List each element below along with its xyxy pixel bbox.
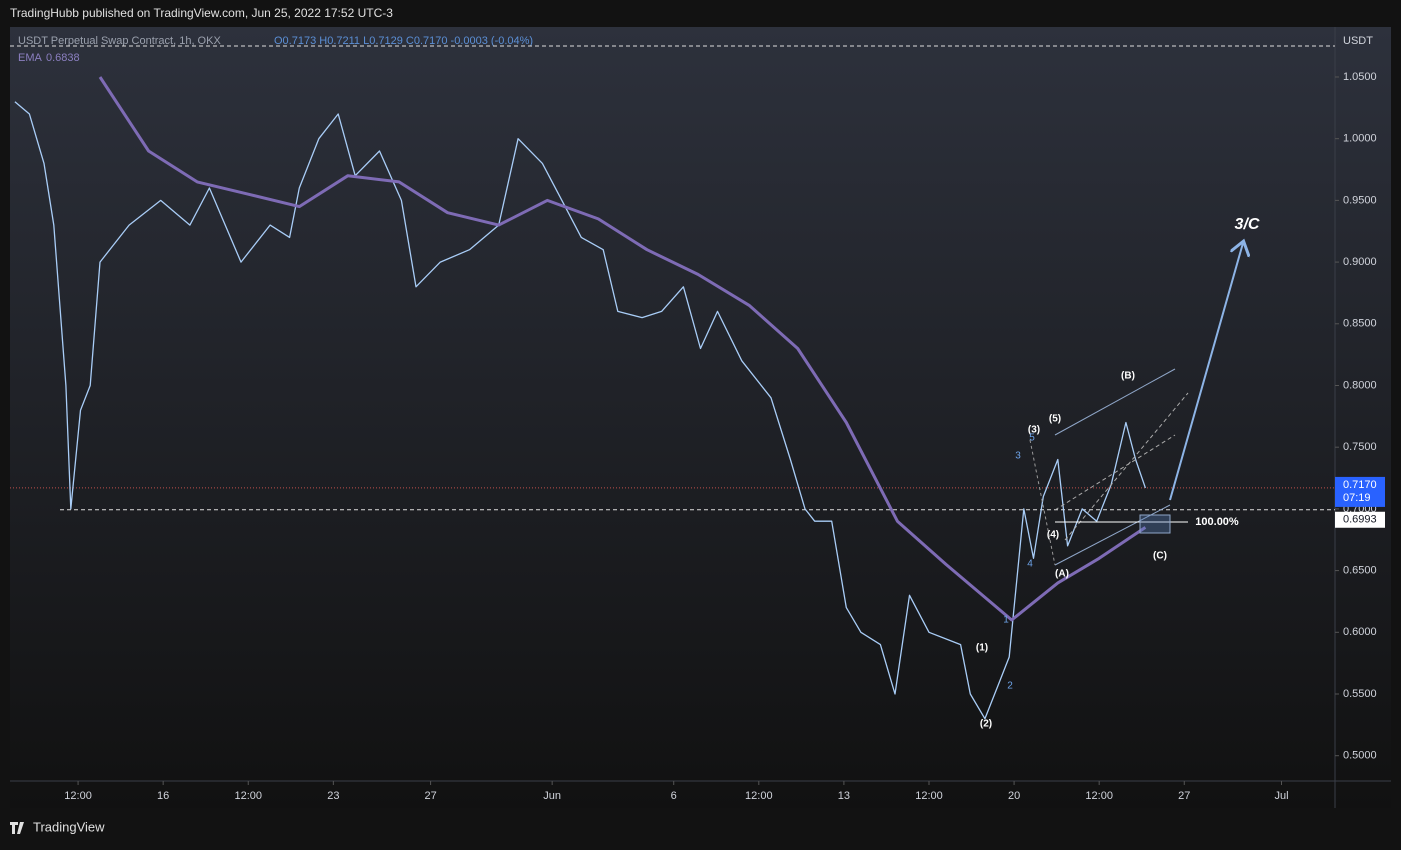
wave-label: 1: [1003, 615, 1009, 626]
wave-label: (3): [1028, 425, 1040, 436]
x-tick-label: 12:00: [64, 790, 92, 802]
y-tick-label: 0.9500: [1343, 194, 1377, 206]
y-tick-label: 0.5500: [1343, 688, 1377, 700]
legend-ema-value: 0.6838: [46, 52, 80, 64]
x-tick-label: 12:00: [1085, 790, 1113, 802]
last-price-badge: [1335, 476, 1385, 507]
last-price-label: 0.7170: [1343, 479, 1377, 491]
y-tick-label: 0.7500: [1343, 441, 1377, 453]
wave-label: (A): [1055, 569, 1069, 580]
brand-logo: [10, 822, 24, 834]
header-title: TradingHubb published on TradingView.com…: [10, 6, 393, 20]
legend-symbol: USDT Perpetual Swap Contract, 1h, OKX: [18, 35, 221, 47]
x-tick-label: 13: [838, 790, 850, 802]
chart-layer: 0.50000.55000.60000.65000.70000.75000.80…: [10, 45, 1385, 802]
wave-label: 2: [1007, 681, 1013, 692]
x-tick-label: Jul: [1274, 790, 1288, 802]
x-tick-label: 12:00: [745, 790, 773, 802]
legend-ohlc: O0.7173 H0.7211 L0.7129 C0.7170 -0.0003 …: [274, 35, 533, 47]
legend-ema-name: EMA: [18, 52, 43, 64]
y-tick-label: 0.6000: [1343, 626, 1377, 638]
level-badge: [1335, 511, 1385, 528]
x-tick-label: 27: [424, 790, 436, 802]
plot-area: [10, 27, 1391, 808]
y-tick-label: 0.5000: [1343, 750, 1377, 762]
x-tick-label: 16: [157, 790, 169, 802]
projection-arrow: [1169, 243, 1243, 501]
drawings: [1029, 243, 1243, 566]
footer-brand: TradingView: [33, 819, 105, 834]
wave-label: 3/C: [1235, 216, 1260, 233]
wave-label: (C): [1153, 551, 1167, 562]
wave-label: 3: [1015, 451, 1021, 462]
x-tick-label: 6: [671, 790, 677, 802]
wave-label: (5): [1049, 414, 1061, 425]
y-tick-label: 0.6500: [1343, 565, 1377, 577]
x-tick-label: 12:00: [915, 790, 943, 802]
y-tick-label: 0.8500: [1343, 318, 1377, 330]
countdown-label: 07:19: [1343, 492, 1371, 504]
header-bar: [0, 0, 1401, 27]
target-box: [1139, 514, 1171, 534]
wave-label: (1): [976, 643, 988, 654]
ema-line: [98, 76, 1147, 622]
y-tick-label: 1.0500: [1343, 71, 1377, 83]
x-tick-label: 12:00: [234, 790, 262, 802]
y-tick-label: 0.8000: [1343, 379, 1377, 391]
wave-label: (B): [1121, 371, 1135, 382]
y-axis-label: USDT: [1343, 35, 1373, 47]
wave-label: (4): [1047, 530, 1059, 541]
dashed-line: [1064, 392, 1189, 541]
wave-label: (2): [980, 719, 992, 730]
x-tick-label: 27: [1178, 790, 1190, 802]
footer-bar: [0, 808, 1401, 845]
y-tick-label: 1.0000: [1343, 133, 1377, 145]
x-tick-label: 20: [1008, 790, 1020, 802]
wave-label: 4: [1027, 559, 1033, 570]
x-tick-label: 23: [327, 790, 339, 802]
channel-line: [1054, 368, 1176, 436]
level-label: 0.6993: [1343, 514, 1377, 526]
price-line: [14, 101, 1147, 720]
y-tick-label: 0.9000: [1343, 256, 1377, 268]
wave-label: 100.00%: [1195, 516, 1239, 528]
x-tick-label: Jun: [543, 790, 561, 802]
dashed-line: [1054, 434, 1176, 511]
wave-label: 5: [1029, 433, 1035, 444]
